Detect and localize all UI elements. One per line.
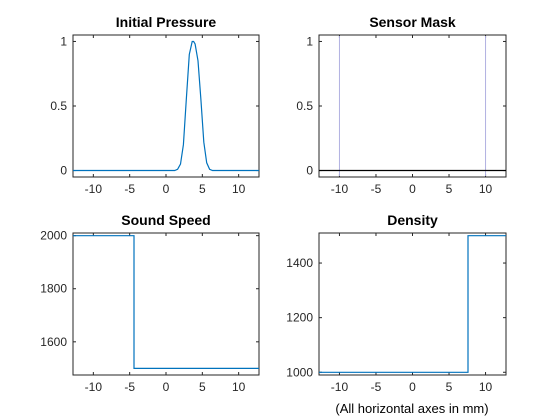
- initial-pressure-title: Initial Pressure: [116, 14, 217, 30]
- density-xtick-label: -5: [371, 380, 382, 394]
- density-axes-frame: [318, 232, 507, 376]
- sound-speed-xtick-label: -5: [124, 380, 135, 394]
- sound-speed-axes-frame: [72, 232, 260, 376]
- sound-speed-ytick-label: 2000: [40, 229, 67, 243]
- sound-speed-ytick-label: 1600: [40, 335, 67, 349]
- density-title: Density: [387, 212, 438, 228]
- initial-pressure-xtick-label: 0: [163, 182, 170, 196]
- sound-speed-title: Sound Speed: [121, 212, 210, 228]
- initial-pressure-ytick-label: 1: [60, 34, 67, 48]
- density-ytick-label: 1200: [286, 311, 313, 325]
- sound-speed-xtick-label: 5: [199, 380, 206, 394]
- sound-speed-xtick-label: 10: [232, 380, 246, 394]
- horizontal-axes-note: (All horizontal axes in mm): [335, 401, 488, 416]
- sensor-mask-xtick-label: 10: [479, 182, 493, 196]
- initial-pressure-axes-frame: [72, 34, 260, 178]
- density-ytick-label: 1400: [286, 256, 313, 270]
- initial-pressure-xtick-label: -5: [124, 182, 135, 196]
- sensor-mask-xtick-label: -5: [371, 182, 382, 196]
- density-xtick-label: 10: [479, 380, 493, 394]
- sound-speed-ytick-label: 1800: [40, 282, 67, 296]
- sensor-mask-xtick-label: -10: [331, 182, 349, 196]
- subplot-sound-speed: Sound Speed -10 -5 0 5 10 1600 1800 2000: [40, 212, 260, 394]
- density-xtick-label: 5: [446, 380, 453, 394]
- sound-speed-series-line: [73, 235, 259, 369]
- sound-speed-xtick-label: -10: [85, 380, 103, 394]
- sensor-mask-ytick-label: 0.5: [296, 99, 313, 113]
- sensor-mask-ytick-label: 0: [306, 164, 313, 178]
- density-ytick-label: 1000: [286, 365, 313, 379]
- subplot-initial-pressure: Initial Pressure -10 -5 0 5 10 0 0.5 1: [50, 14, 260, 196]
- initial-pressure-ytick-label: 0: [60, 164, 67, 178]
- initial-pressure-xtick-label: 5: [199, 182, 206, 196]
- sensor-mask-xtick-label: 0: [409, 182, 416, 196]
- sensor-mask-ytick-label: 1: [306, 34, 313, 48]
- sensor-mask-title: Sensor Mask: [369, 14, 456, 30]
- density-xtick-label: -10: [331, 380, 349, 394]
- sensor-mask-xtick-label: 5: [446, 182, 453, 196]
- subplot-sensor-mask: Sensor Mask -10 -5 0 5 10 0 0.5 1: [296, 14, 507, 196]
- density-series-line: [319, 235, 506, 373]
- density-xtick-label: 0: [409, 380, 416, 394]
- subplot-density: Density -10 -5 0 5 10 1000 1200 1400: [286, 212, 507, 394]
- sensor-mask-axes-frame: [318, 34, 507, 178]
- initial-pressure-xtick-label: -10: [85, 182, 103, 196]
- initial-pressure-xtick-label: 10: [232, 182, 246, 196]
- sound-speed-xtick-label: 0: [163, 380, 170, 394]
- initial-pressure-ytick-label: 0.5: [50, 99, 67, 113]
- initial-pressure-series-line: [73, 40, 259, 172]
